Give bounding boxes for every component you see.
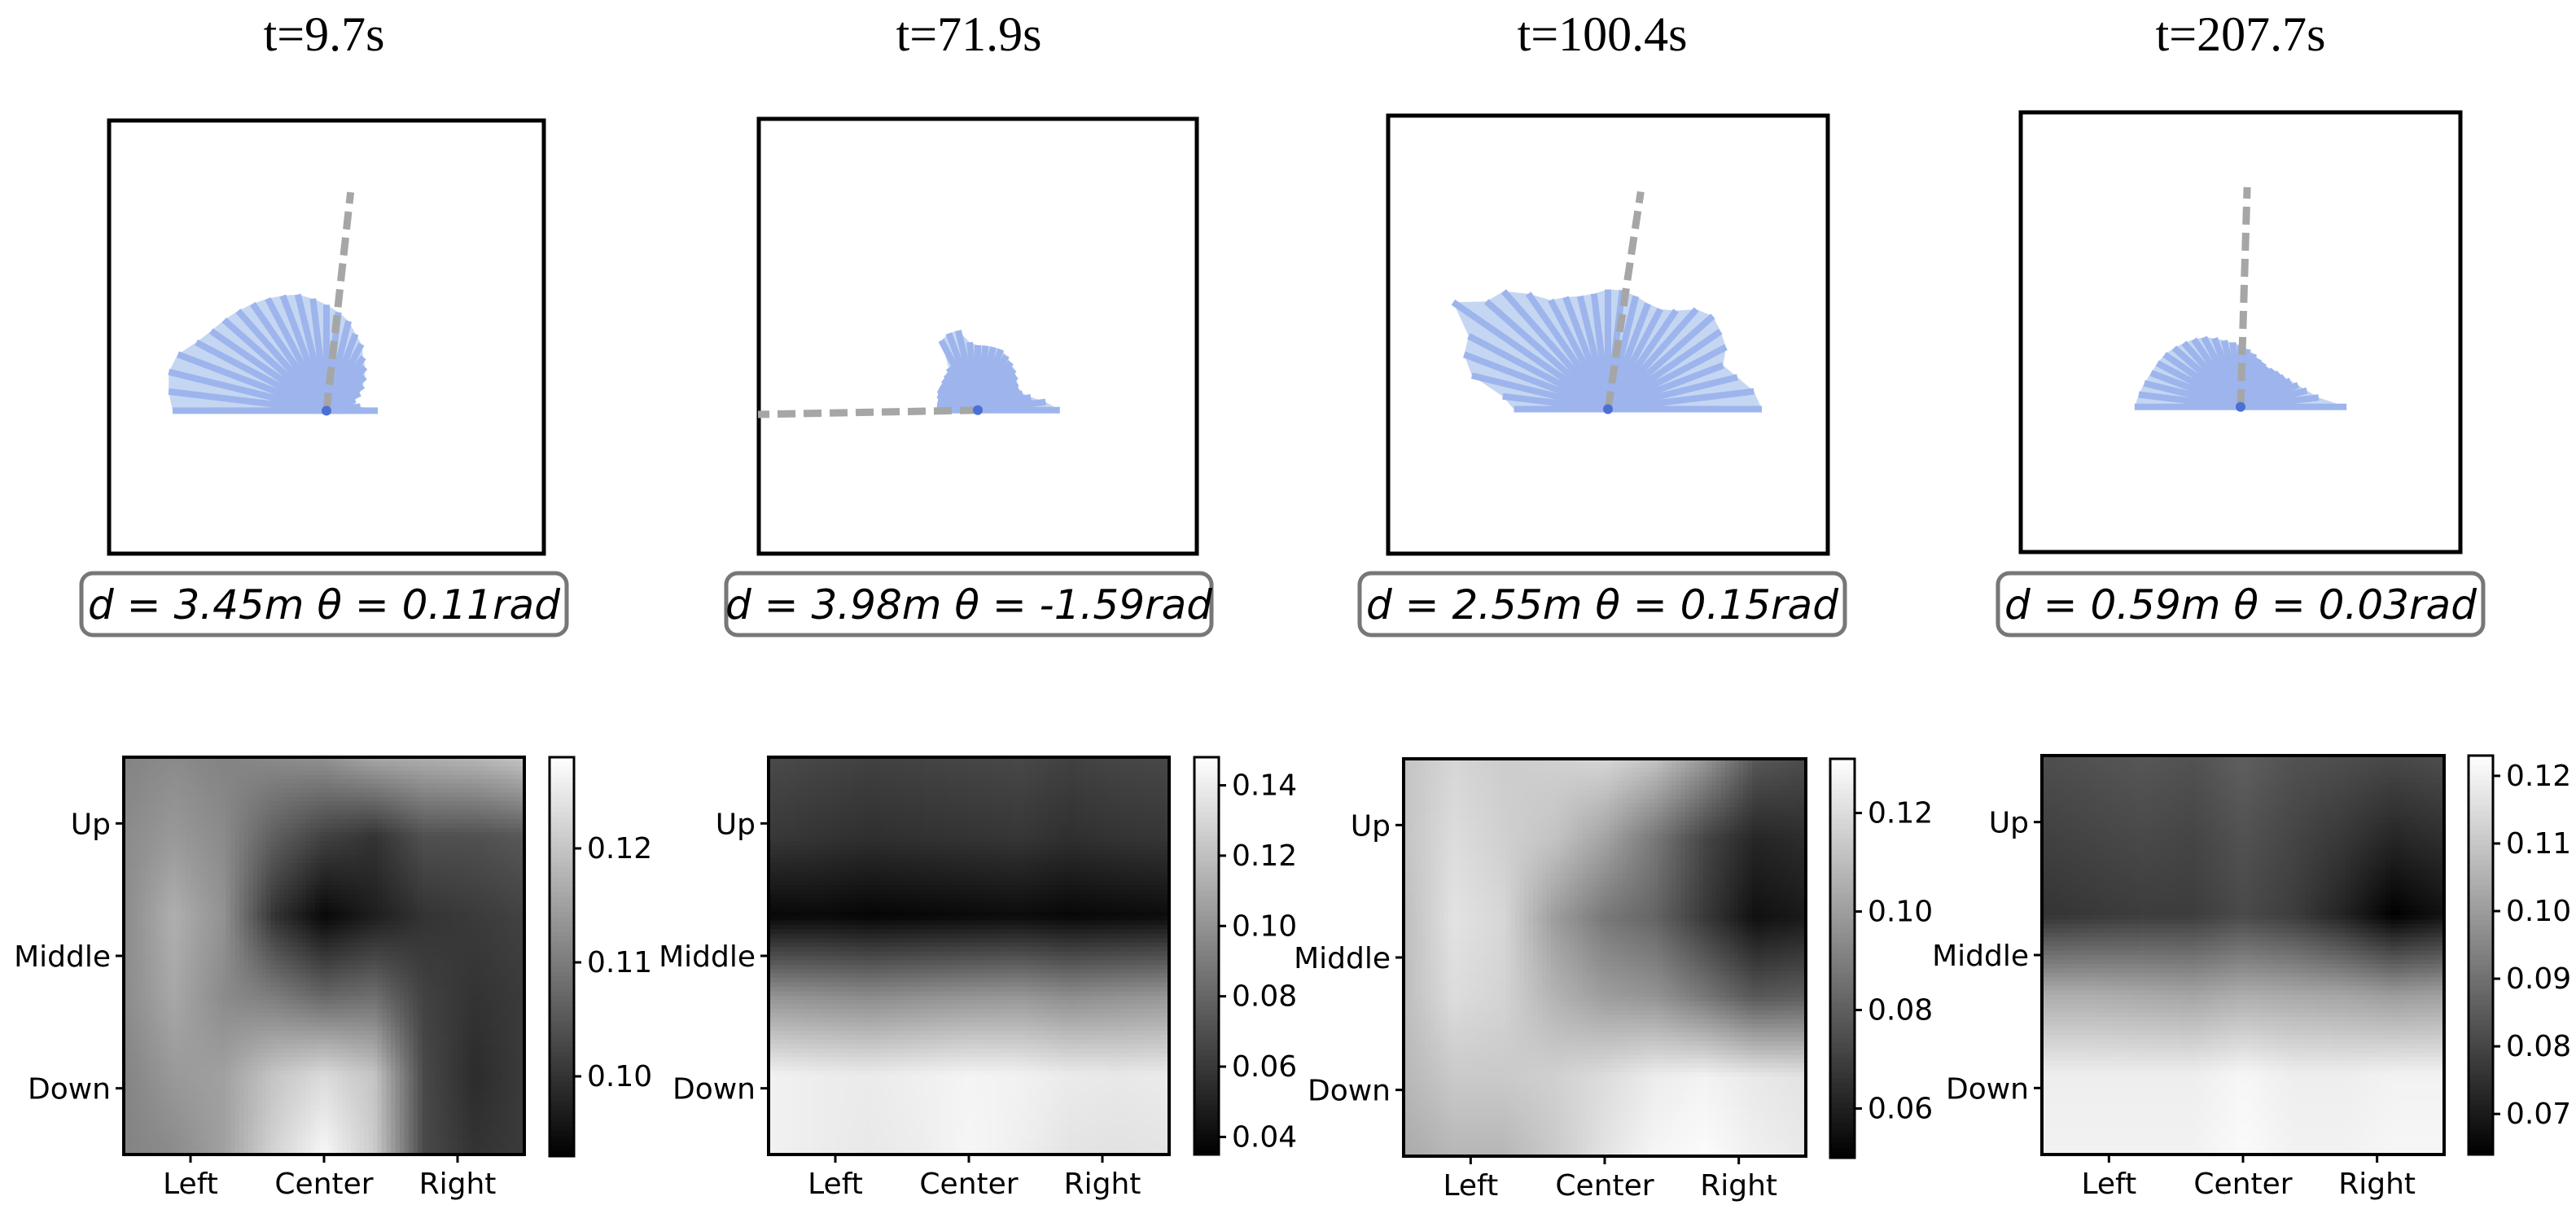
lidar-frame [759, 119, 1197, 554]
y-tick-label: Down [1946, 1072, 2029, 1106]
colorbar-tick-label: 0.08 [1232, 980, 1297, 1014]
x-tick-label: Left [808, 1168, 863, 1201]
colorbar-tick-label: 0.08 [1868, 994, 1933, 1028]
y-tick-label: Middle [1294, 942, 1391, 975]
robot-origin [973, 405, 983, 415]
colorbar-tick-label: 0.08 [2506, 1030, 2571, 1063]
caption-text: d = 3.98m θ = -1.59rad [725, 581, 1212, 629]
colorbar-tick-label: 0.04 [1232, 1120, 1297, 1154]
y-tick-label: Middle [659, 940, 756, 974]
robot-origin [322, 405, 331, 415]
caption-text: d = 3.45m θ = 0.11rad [88, 581, 560, 629]
x-tick-label: Left [1443, 1169, 1498, 1203]
x-tick-label: Right [1064, 1168, 1141, 1201]
y-tick-label: Up [1351, 809, 1391, 843]
panel-title: t=207.7s [2156, 7, 2326, 61]
colorbar-tick-label: 0.14 [1232, 769, 1297, 803]
y-tick-label: Up [71, 808, 111, 841]
y-tick-label: Up [716, 808, 756, 841]
x-tick-label: Left [2081, 1168, 2136, 1201]
colorbar-tick-label: 0.10 [587, 1060, 652, 1093]
x-tick-label: Center [919, 1168, 1018, 1201]
colorbar-tick-label: 0.11 [587, 946, 652, 979]
lidar-frame [2021, 112, 2460, 552]
colorbar-tick-label: 0.10 [2506, 895, 2571, 928]
panel: t=9.7s d = 3.45m θ = 0.11rad Left Center Rig… [14, 7, 652, 1201]
robot-origin [2236, 402, 2245, 412]
panel: t=207.7s d = 0.59m θ = 0.03rad Left Center R… [1932, 7, 2571, 1201]
x-tick-label: Right [1700, 1169, 1777, 1203]
colorbar-tick-label: 0.06 [1232, 1050, 1297, 1084]
y-tick-label: Down [1308, 1075, 1391, 1108]
x-tick-label: Left [163, 1168, 218, 1201]
colorbar-tick-label: 0.10 [1232, 909, 1297, 943]
y-tick-label: Middle [1932, 940, 2029, 973]
robot-origin [1603, 404, 1613, 414]
heatmap-image [124, 757, 525, 1155]
colorbar-gradient [550, 757, 574, 1157]
panel: t=71.9s d = 3.98m θ = -1.59rad Left Center R… [659, 7, 1297, 1201]
x-tick-label: Center [274, 1168, 373, 1201]
caption-text: d = 2.55m θ = 0.15rad [1366, 581, 1838, 629]
panel-title: t=71.9s [896, 7, 1042, 61]
panel-title: t=9.7s [264, 7, 385, 61]
x-tick-label: Right [419, 1168, 497, 1201]
colorbar-tick-label: 0.06 [1868, 1093, 1933, 1126]
heatmap-image [1404, 759, 1807, 1157]
target-direction-line [758, 410, 978, 414]
colorbar-gradient [1194, 757, 1219, 1155]
colorbar-tick-label: 0.07 [2506, 1098, 2571, 1131]
colorbar-tick-label: 0.11 [2506, 827, 2571, 861]
colorbar-tick-label: 0.12 [1868, 797, 1933, 830]
y-tick-label: Up [1989, 807, 2029, 840]
colorbar-tick-label: 0.12 [587, 832, 652, 865]
heatmap-image [769, 757, 1170, 1155]
colorbar-gradient [1830, 759, 1855, 1159]
colorbar-tick-label: 0.09 [2506, 962, 2571, 996]
colorbar-tick-label: 0.10 [1868, 896, 1933, 929]
y-tick-label: Down [28, 1073, 111, 1106]
y-tick-label: Down [672, 1073, 756, 1106]
panel-title: t=100.4s [1518, 7, 1688, 61]
caption-text: d = 0.59m θ = 0.03rad [2004, 581, 2477, 629]
y-tick-label: Middle [14, 940, 111, 974]
colorbar-tick-label: 0.12 [2506, 760, 2571, 793]
x-tick-label: Center [2193, 1168, 2292, 1201]
colorbar-gradient [2469, 756, 2493, 1155]
panel: t=100.4s d = 2.55m θ = 0.15rad Left Center R… [1294, 7, 1933, 1203]
x-tick-label: Right [2338, 1168, 2416, 1201]
x-tick-label: Center [1555, 1169, 1654, 1203]
heatmap-image [2042, 756, 2445, 1155]
colorbar-tick-label: 0.12 [1232, 839, 1297, 873]
